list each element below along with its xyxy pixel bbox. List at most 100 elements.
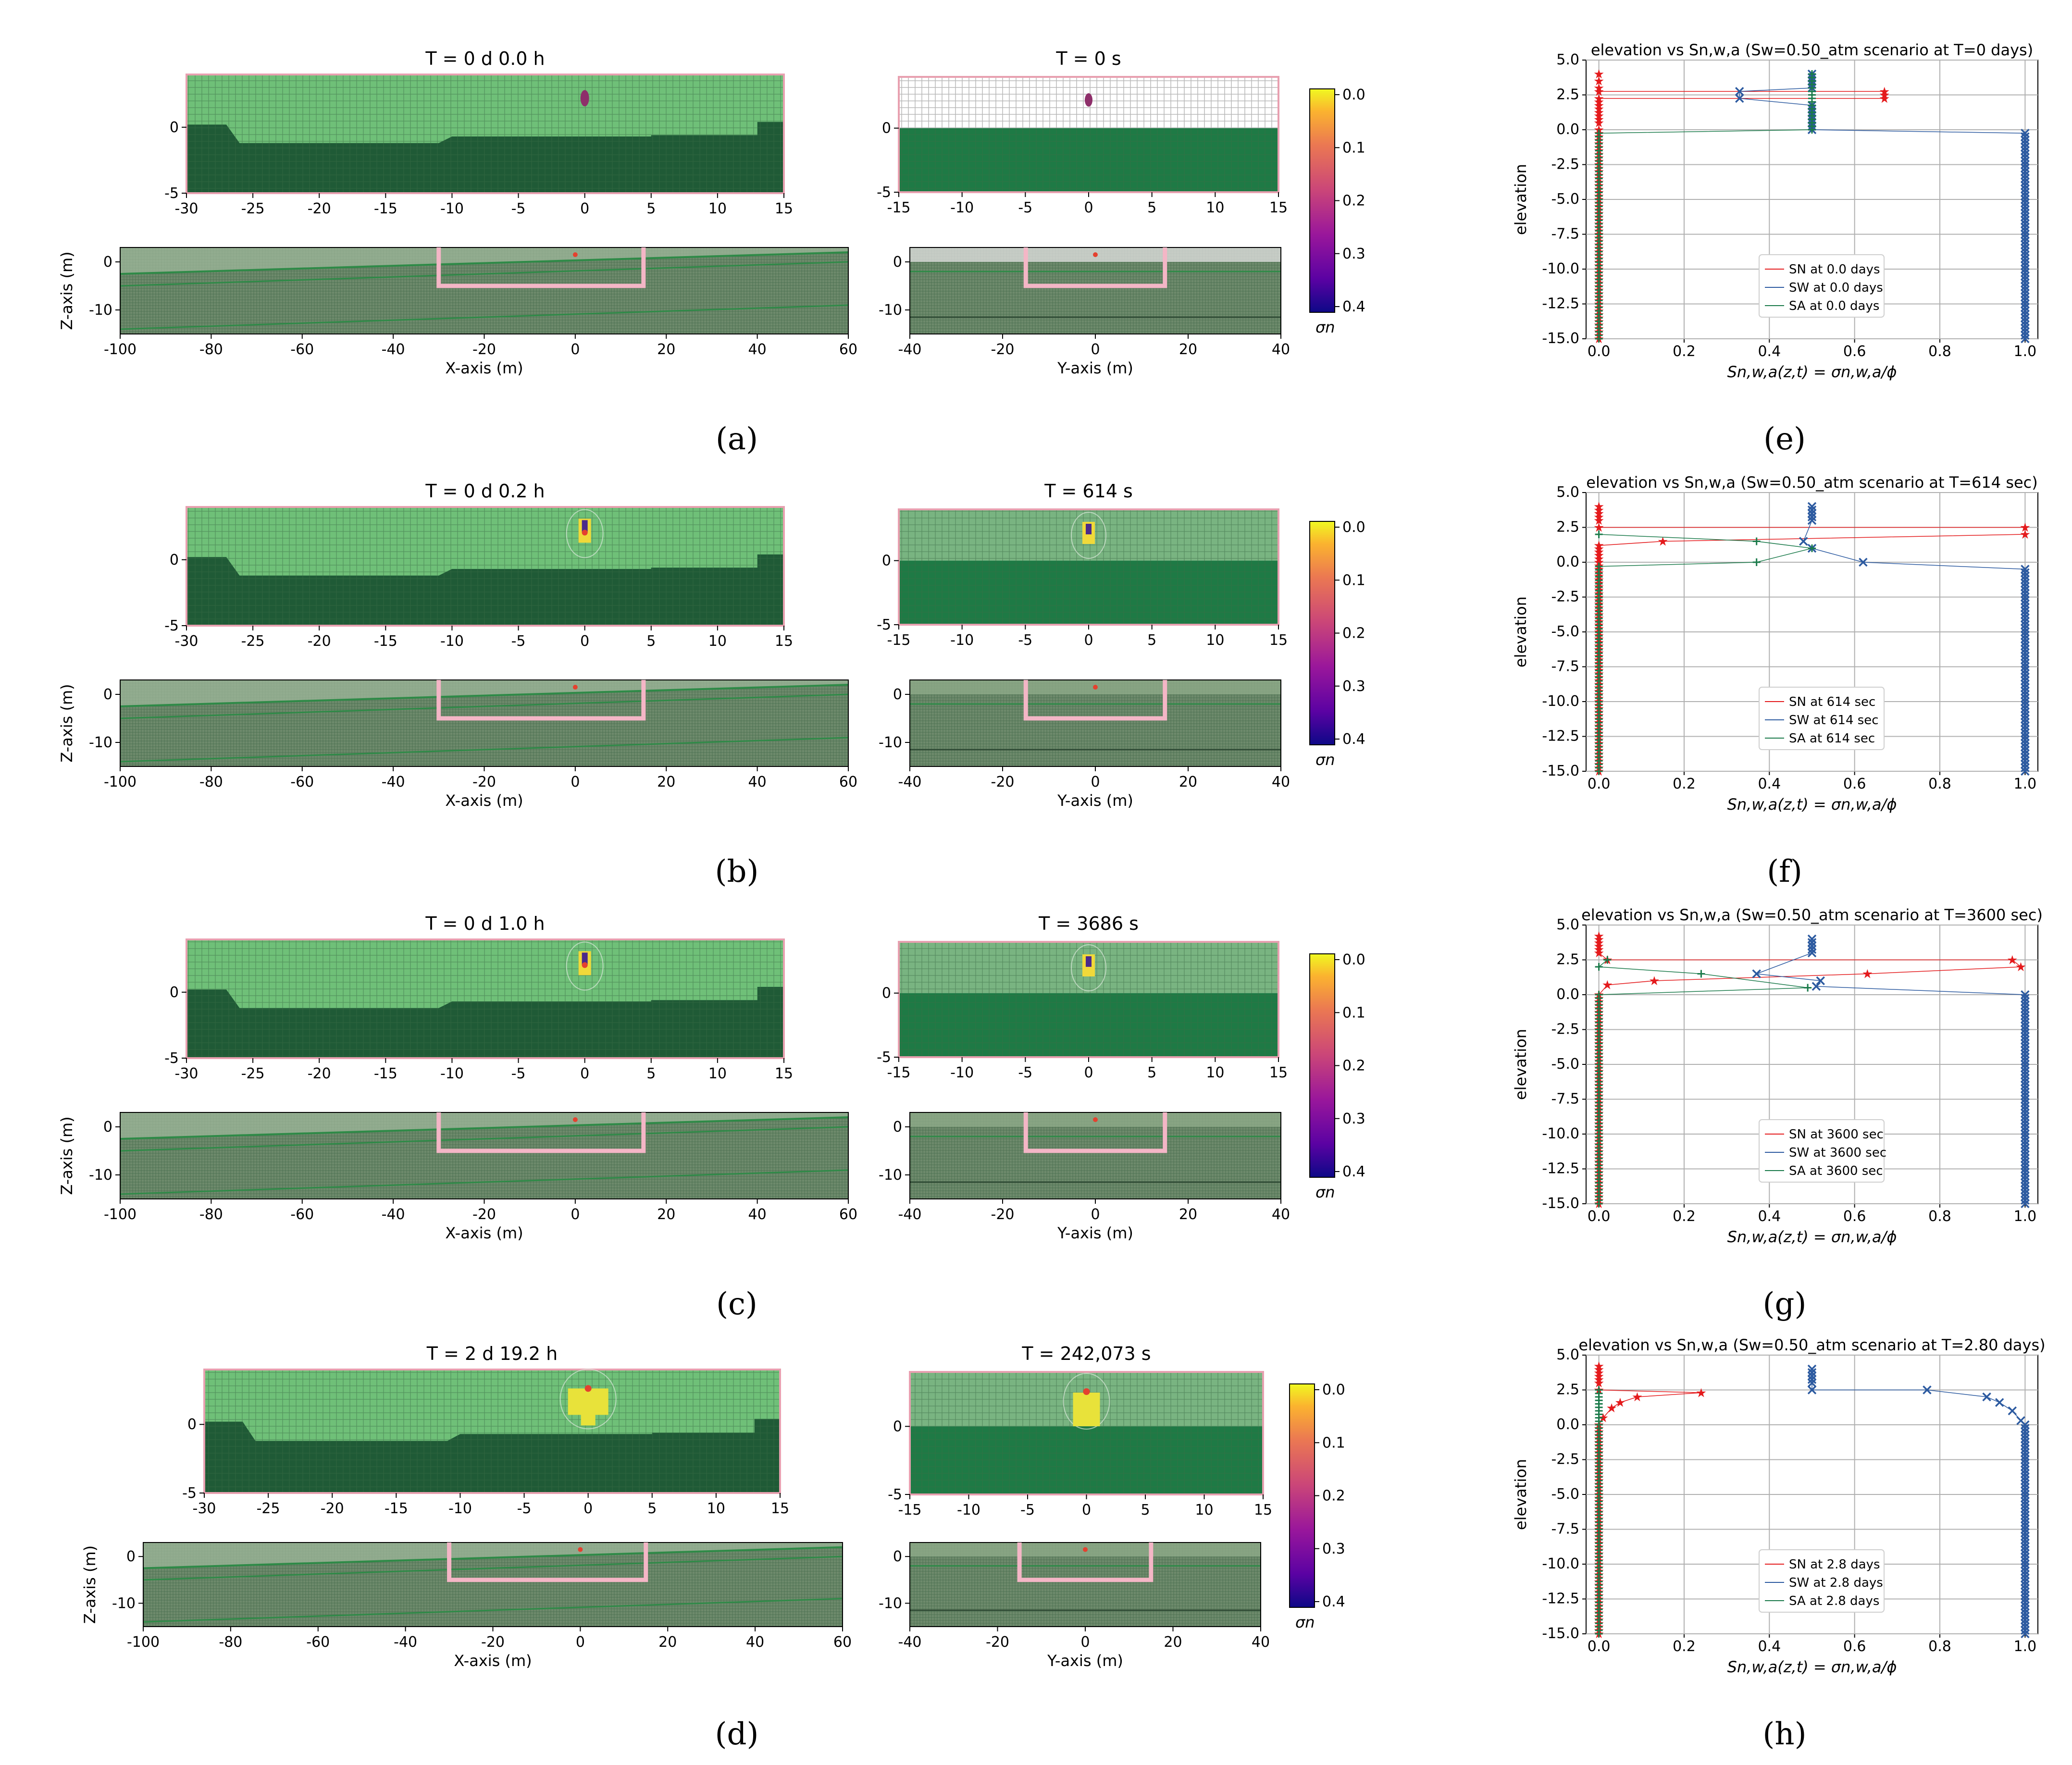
y-axis-label: Z-axis (m) (58, 1116, 76, 1195)
x-tick-label: -20 (472, 341, 496, 358)
y-tick-label: -2.5 (1551, 156, 1579, 173)
data-point-x (2021, 1192, 2030, 1201)
x-tick-label: 5 (1141, 1502, 1150, 1518)
panel-label: (f) (1767, 854, 1802, 889)
colorbar-tick-label: 0.1 (1342, 1004, 1365, 1021)
nap-core (1086, 956, 1092, 967)
series-plus (1595, 70, 1816, 343)
vadose-fill (143, 1543, 843, 1568)
mesh-grid (204, 1370, 780, 1493)
data-point-star: ★ (1593, 116, 1604, 131)
data-point-plus (1595, 1403, 1603, 1411)
legend (1759, 687, 1885, 750)
colorbar (1289, 1383, 1315, 1608)
x-tick-label: -20 (308, 200, 331, 217)
data-point-x (2021, 1084, 2030, 1093)
data-point-x (2021, 320, 2030, 330)
data-point-x (2021, 763, 2030, 772)
y-tick-label: -12.5 (1542, 296, 1579, 312)
data-point-x (2021, 258, 2030, 267)
plume-contour (566, 509, 604, 558)
data-point-x (2021, 1448, 2030, 1457)
chart-title: elevation vs Sn,w,a (Sw=0.50_atm scenari… (1586, 473, 2038, 492)
x-tick-label: -10 (950, 632, 974, 649)
data-point-x (2021, 1563, 2030, 1572)
data-point-plus (1808, 80, 1816, 88)
data-point-x (2021, 1539, 2030, 1548)
data-point-x (2021, 1525, 2030, 1534)
x-tick-label: 0.8 (1928, 343, 1951, 360)
y-axis-label: Z-axis (m) (58, 684, 76, 762)
vadose-fill (120, 680, 848, 706)
x-tick-label: 5 (1147, 632, 1156, 649)
data-point-star: ★ (1593, 946, 1604, 961)
y-tick-label: 0 (170, 119, 179, 136)
data-point-x (2021, 1046, 2030, 1055)
panel-label: (g) (1763, 1286, 1807, 1322)
data-point-x (2021, 261, 2030, 270)
data-point-x (2008, 1406, 2017, 1416)
series-x (1807, 1364, 2030, 1639)
data-point-x (2021, 990, 2030, 1000)
data-point-star: ★ (1593, 81, 1604, 96)
saturated-mesh (899, 128, 1278, 192)
x-tick-label: 10 (707, 1500, 725, 1517)
data-point-x (2021, 1171, 2030, 1181)
nap-source (582, 530, 588, 536)
x-tick-label: -25 (241, 633, 265, 650)
x-tick-label: -20 (472, 1206, 496, 1223)
data-point-x (2021, 687, 2030, 696)
data-point-star: ★ (1593, 92, 1604, 106)
saturated-mesh (899, 993, 1278, 1057)
y-tick-label: 2.5 (1556, 951, 1579, 968)
x-tick-label: -15 (374, 633, 397, 650)
data-point-x (2021, 592, 2030, 602)
data-point-x (2021, 676, 2030, 685)
data-point-x (2021, 1514, 2030, 1523)
data-point-x (2021, 1067, 2030, 1076)
data-point-x (2021, 1056, 2030, 1065)
y-axis-label: elevation (1512, 1459, 1530, 1530)
data-point-x (2021, 247, 2030, 256)
data-point-x (2021, 157, 2030, 166)
colorbar-tick-label: 0.3 (1342, 246, 1365, 262)
x-tick-label: 0.8 (1928, 776, 1951, 792)
x-tick-label: 20 (1179, 1206, 1197, 1223)
x-tick-label: 15 (775, 633, 793, 650)
plume-contour (559, 1369, 617, 1430)
series-line (1739, 74, 2026, 339)
zoom-box (447, 1543, 648, 1582)
data-point-star: ★ (1593, 514, 1604, 528)
data-point-x (1807, 945, 1817, 954)
x-tick-label: 15 (1269, 632, 1288, 649)
data-point-x (2021, 1105, 2030, 1114)
data-point-x (2021, 136, 2030, 145)
data-point-x (2021, 296, 2030, 305)
data-point-x (2021, 268, 2030, 277)
data-point-x (2021, 1584, 2030, 1593)
data-point-x (2021, 1420, 2030, 1430)
nap-source (1083, 1547, 1088, 1552)
data-point-x (1735, 87, 1744, 96)
data-point-x (2021, 756, 2030, 765)
legend-entry: SN at 614 sec (1789, 695, 1875, 709)
data-point-x (2021, 1014, 2030, 1024)
data-point-x (2021, 753, 2030, 762)
x-tick-label: -5 (511, 200, 526, 217)
data-point-x (1923, 1385, 1932, 1395)
y-tick-label: -15.0 (1542, 763, 1579, 779)
x-tick-label: 1.0 (2014, 1208, 2037, 1225)
data-point-x (2021, 1115, 2030, 1125)
data-point-x (2021, 236, 2030, 246)
colorbar-tick-label: 0.1 (1342, 139, 1365, 156)
data-point-x (2021, 575, 2030, 584)
data-point-x (2021, 1036, 2030, 1045)
x-tick-label: 40 (1252, 1634, 1270, 1651)
panel-label: (c) (716, 1286, 757, 1322)
data-point-x (2021, 1025, 2030, 1034)
y-tick-label: 0 (170, 552, 179, 568)
x-tick-label: 20 (1164, 1634, 1182, 1651)
y-tick-label: 5.0 (1556, 51, 1579, 68)
x-tick-label: -20 (991, 774, 1015, 790)
data-point-x (2021, 1556, 2030, 1565)
